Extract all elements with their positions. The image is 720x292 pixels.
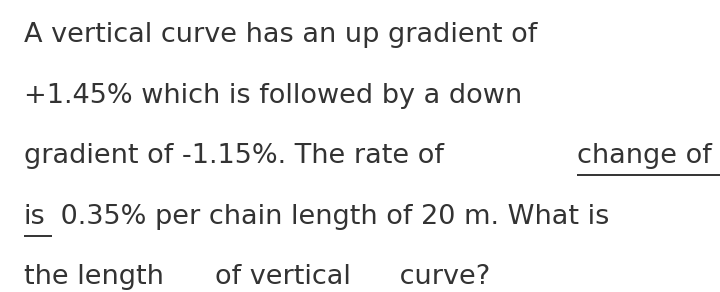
Text: of vertical: of vertical [215,264,351,290]
Text: gradient of -1.15%. The rate of: gradient of -1.15%. The rate of [24,143,452,169]
Text: A vertical curve has an up gradient of: A vertical curve has an up gradient of [24,22,537,48]
Text: is: is [24,204,45,230]
Text: curve?: curve? [391,264,490,290]
Text: the length: the length [24,264,172,290]
Text: change of: change of [577,143,711,169]
Text: +1.45% which is followed by a down: +1.45% which is followed by a down [24,83,522,109]
Text: 0.35% per chain length of 20 m. What is: 0.35% per chain length of 20 m. What is [52,204,609,230]
